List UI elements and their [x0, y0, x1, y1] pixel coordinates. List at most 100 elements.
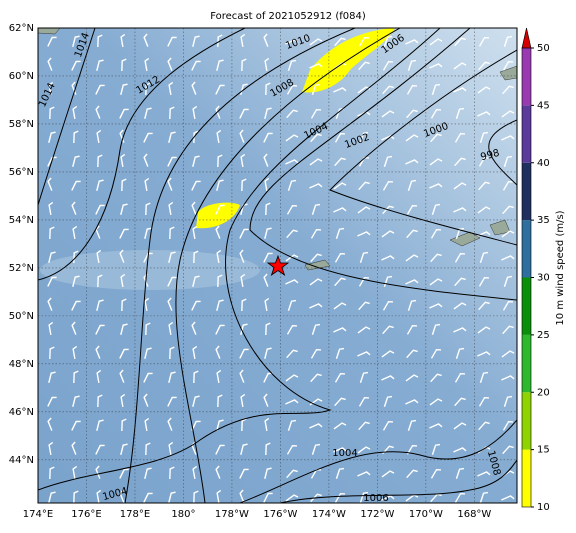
wind-barb	[167, 57, 173, 71]
wind-barb	[119, 348, 129, 359]
wind-barb	[429, 183, 443, 189]
wind-barb	[407, 179, 417, 191]
wind-barb	[48, 321, 54, 336]
wind-barb	[167, 36, 177, 47]
wind-barb	[265, 442, 271, 456]
wind-barb	[286, 469, 298, 479]
lon-label: 174°W	[312, 509, 346, 520]
wind-barb	[264, 177, 270, 192]
wind-barb	[144, 227, 152, 240]
wind-barb	[48, 441, 54, 456]
wind-barb	[263, 492, 273, 503]
wind-barb	[382, 60, 394, 71]
wind-barb	[406, 204, 418, 215]
wind-barb	[168, 81, 174, 96]
lon-label: 168°W	[457, 509, 491, 520]
wind-barb	[358, 36, 370, 47]
lat-label: 50°N	[9, 311, 34, 322]
wind-barb	[216, 129, 222, 144]
colorbar: 10 15 20 25 30 35 40 45 50	[521, 27, 550, 513]
colorbar-tick-label: 45	[537, 100, 550, 111]
wind-barb	[286, 444, 298, 455]
wind-barb	[143, 393, 149, 407]
wind-barb	[215, 105, 221, 119]
wind-barb	[430, 228, 442, 239]
wind-barb	[406, 349, 418, 359]
wind-barb	[358, 396, 370, 407]
wind-barb	[407, 419, 417, 431]
wind-barb	[95, 465, 101, 479]
wind-barb	[97, 34, 103, 48]
wind-barb	[217, 34, 223, 48]
wind-barb	[240, 273, 246, 288]
wind-barb	[241, 58, 247, 72]
wind-barb	[48, 251, 56, 264]
wind-barb	[382, 445, 394, 455]
wind-barb	[48, 201, 54, 216]
wind-barb	[264, 57, 270, 72]
colorbar-segment	[522, 105, 531, 163]
wind-barb	[71, 441, 77, 455]
wind-barb	[192, 35, 200, 48]
wind-barb	[502, 85, 514, 95]
light-band	[40, 250, 260, 290]
wind-barb	[453, 422, 467, 430]
wind-barb	[193, 370, 199, 384]
wind-barb	[73, 490, 79, 503]
wind-barb	[407, 59, 417, 71]
wind-barb	[311, 83, 321, 95]
wind-barb	[479, 371, 489, 383]
wind-barb	[287, 299, 297, 311]
wind-barb	[454, 37, 466, 47]
wind-barb	[309, 303, 323, 309]
wind-barb	[359, 371, 369, 383]
isobar	[488, 119, 517, 186]
wind-barb	[478, 181, 490, 191]
wind-barb	[144, 467, 152, 480]
wind-barb	[357, 351, 371, 357]
wind-barb	[381, 470, 395, 478]
isobar	[38, 28, 441, 491]
wind-barb	[334, 157, 346, 167]
wind-barb	[217, 154, 223, 168]
wind-barb	[192, 465, 198, 480]
wind-barb	[71, 201, 77, 215]
wind-barb	[309, 183, 323, 189]
wind-barb	[143, 492, 153, 503]
wind-barb	[264, 417, 270, 432]
map-frame	[37, 27, 518, 504]
wind-barb	[429, 158, 443, 166]
wind-barb	[285, 39, 299, 45]
wind-barb	[120, 203, 128, 216]
wind-barb	[310, 108, 322, 119]
wind-barb	[72, 275, 80, 288]
wind-barb	[47, 417, 53, 431]
wind-barb	[286, 349, 298, 359]
wind-barb	[168, 201, 174, 216]
wind-barb	[121, 178, 127, 192]
isobar	[329, 49, 517, 246]
wind-barb	[191, 321, 197, 335]
wind-barb	[453, 207, 467, 213]
yellow-area	[196, 202, 240, 229]
wind-barb	[501, 375, 515, 381]
wind-barb	[216, 249, 222, 264]
wind-barb	[240, 393, 246, 408]
wind-barb	[264, 227, 272, 240]
wind-barb	[49, 226, 55, 240]
wind-barb	[49, 346, 55, 360]
wind-barb	[191, 201, 197, 215]
wind-barb	[358, 61, 370, 71]
wind-barb	[405, 399, 419, 405]
wind-barb	[430, 253, 442, 263]
wind-barb	[381, 110, 395, 118]
wind-barb	[429, 38, 443, 46]
wind-barb	[263, 153, 269, 167]
wind-barb	[96, 59, 104, 72]
wind-barb	[455, 467, 465, 479]
wind-barb	[215, 345, 221, 359]
isobar	[175, 28, 401, 503]
wind-barb	[311, 323, 321, 335]
wind-barb	[477, 326, 491, 334]
wind-barb	[192, 105, 198, 120]
